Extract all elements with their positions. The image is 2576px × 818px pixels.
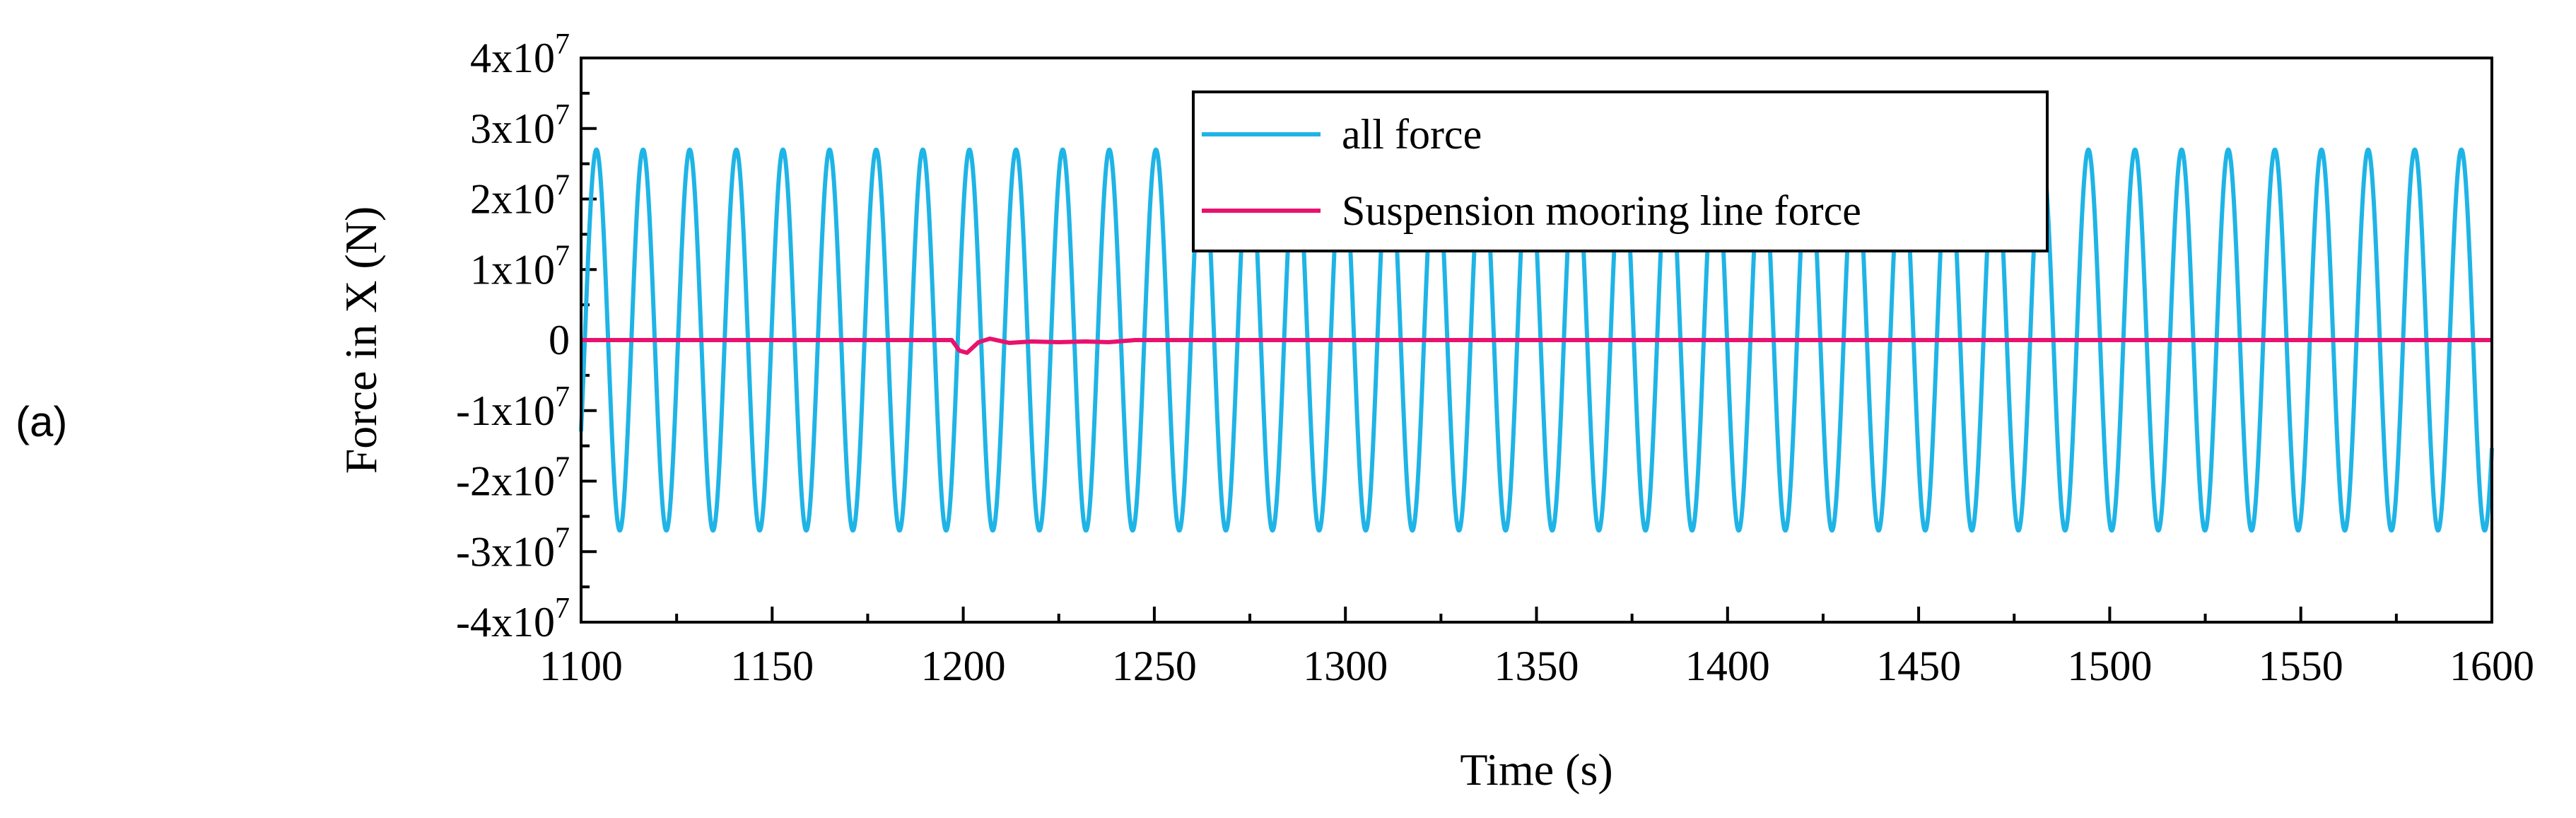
x-tick-label: 1600 [2449,643,2534,689]
y-tick-labels: 4x107 3x107 2x107 1x107 0 -1x107 -2x107 -3x107 -… [456,28,570,645]
x-tick-labels: 1100 1150 1200 1250 1300 1350 1400 1450 1500 1550… [539,643,2534,689]
x-tick-label: 1550 [2259,643,2343,689]
x-tick-label: 1500 [2067,643,2152,689]
x-tick-label: 1200 [921,643,1006,689]
y-tick-label: -3x107 [456,522,570,575]
x-tick-label: 1300 [1303,643,1388,689]
y-axis-title: Force in X (N) [336,206,386,474]
y-tick-label: -2x107 [456,452,570,505]
x-axis-title: Time (s) [1460,744,1612,795]
legend-label-suspension: Suspension mooring line force [1342,187,1861,234]
legend-box [1192,90,2049,252]
y-tick-label: -4x107 [456,592,570,645]
y-tick-label: 4x107 [470,28,570,81]
x-tick-label: 1150 [730,643,814,689]
legend-label-all-force: all force [1342,111,1482,158]
y-tick-label: 2x107 [470,170,570,223]
x-tick-label: 1400 [1685,643,1770,689]
y-tick-label: 0 [549,317,570,363]
x-tick-label: 1450 [1876,643,1961,689]
y-tick-label: 1x107 [470,240,570,293]
x-tick-label: 1250 [1112,643,1197,689]
x-tick-label: 1100 [539,643,623,689]
y-tick-label: -1x107 [456,381,570,434]
plot-frame [580,57,2493,624]
legend: all force Suspension mooring line force [1192,90,2049,252]
panel-label: (a) [16,398,68,445]
x-tick-label: 1350 [1494,643,1579,689]
y-tick-label: 3x107 [470,99,570,152]
series-suspension-mooring-line-force [581,337,2492,355]
